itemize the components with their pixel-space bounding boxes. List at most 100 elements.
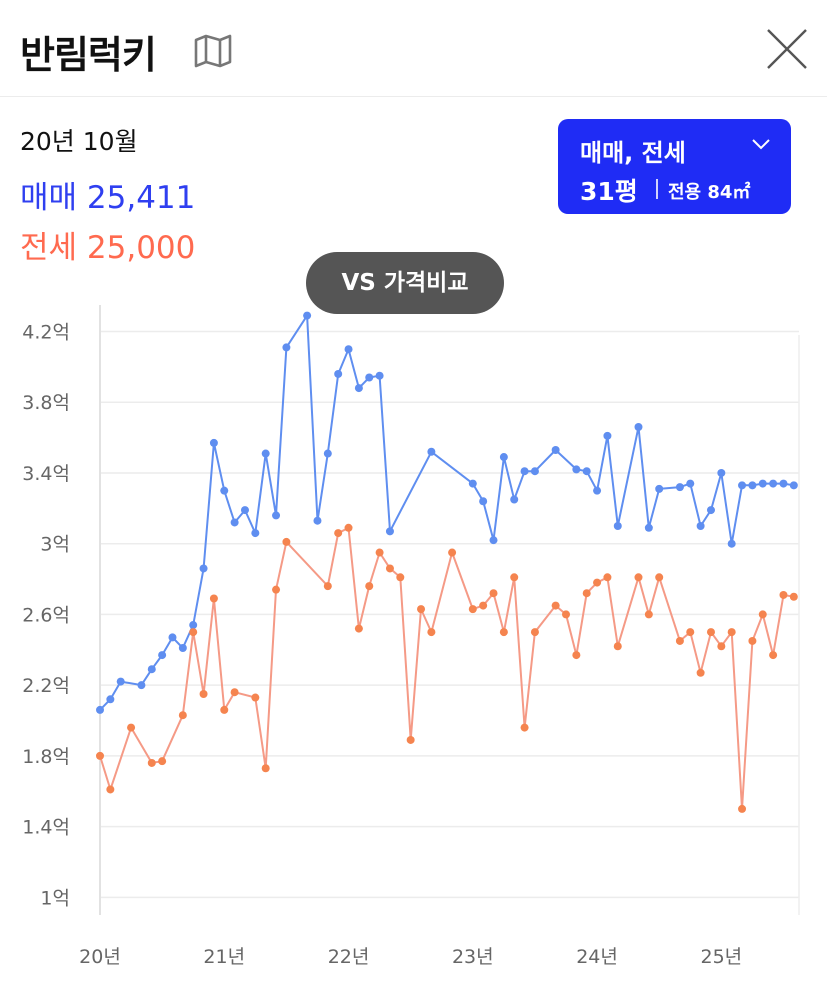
rent-data-point [572, 651, 581, 660]
rent-data-point [406, 735, 415, 744]
sale-data-point [385, 527, 394, 536]
rent-data-point [686, 628, 695, 637]
sale-data-point [613, 522, 622, 531]
sale-data-point [769, 479, 778, 488]
rent-data-point [220, 705, 229, 714]
sale-data-point [675, 483, 684, 492]
rent-data-point [417, 605, 426, 614]
rent-data-point [727, 628, 736, 637]
y-tick-label: 3.8억 [22, 392, 70, 414]
sale-data-point [686, 479, 695, 488]
sale-data-point [427, 447, 436, 456]
sale-data-point [137, 681, 146, 690]
y-tick-label: 1.8억 [22, 746, 70, 768]
y-tick-label: 1.4억 [22, 817, 70, 839]
sale-data-point [582, 467, 591, 476]
rent-data-point [655, 573, 664, 582]
rent-data-point [634, 573, 643, 582]
rent-data-point [365, 582, 374, 591]
rent-data-point [323, 582, 332, 591]
sale-data-point [209, 438, 218, 447]
rent-data-point [261, 764, 270, 773]
rent-data-point [230, 688, 239, 697]
deal-type-size-selector[interactable]: 매매, 전세 31평 전용 84㎡ [558, 119, 791, 214]
sale-data-point [272, 511, 281, 520]
rent-data-point [479, 601, 488, 610]
sale-data-point [365, 373, 374, 382]
sale-label: 매매 [20, 180, 78, 216]
x-tick-label: 22년 [328, 946, 370, 968]
sale-data-point [696, 522, 705, 531]
rent-data-point [717, 642, 726, 651]
rent-data-point [468, 605, 477, 614]
sale-data-point [334, 369, 343, 378]
sale-data-point [189, 621, 198, 630]
sale-data-point [489, 536, 498, 545]
sale-data-point [282, 343, 291, 352]
sale-data-point [530, 467, 539, 476]
sale-data-point [655, 484, 664, 493]
close-icon[interactable] [764, 26, 810, 72]
sale-data-point [313, 516, 322, 525]
sale-data-point [303, 311, 312, 320]
sale-data-point [468, 479, 477, 488]
rent-data-point [613, 642, 622, 651]
sale-price-readout: 매매 25,411 [20, 172, 195, 217]
sale-data-point [158, 651, 167, 660]
sale-data-point [354, 384, 363, 393]
rent-data-point [199, 689, 208, 698]
rent-data-point [158, 757, 167, 766]
rent-data-point [178, 711, 187, 720]
rent-data-point [448, 548, 457, 557]
map-icon[interactable] [193, 34, 233, 68]
rent-data-point [189, 628, 198, 637]
x-tick-label: 20년 [79, 946, 121, 968]
sale-data-point [375, 371, 384, 380]
y-tick-label: 1억 [40, 887, 70, 909]
size-label: 31평 [580, 177, 638, 206]
sale-data-point [199, 564, 208, 573]
rent-data-point [427, 628, 436, 637]
y-tick-label: 2.2억 [22, 675, 70, 697]
deal-type-label: 매매, 전세 [580, 139, 686, 167]
compare-button[interactable]: VS 가격비교 [306, 252, 504, 314]
rent-data-point [344, 523, 353, 532]
sale-data-point [220, 486, 229, 495]
rent-data-point [510, 573, 519, 582]
sale-data-point [499, 453, 508, 462]
sale-series-line [99, 314, 794, 711]
rent-data-point [675, 636, 684, 645]
sale-data-point [789, 481, 798, 490]
rent-data-point [644, 610, 653, 619]
rent-data-point [520, 723, 529, 732]
rent-data-point [396, 573, 405, 582]
rent-data-point [354, 624, 363, 633]
sale-data-point [593, 486, 602, 495]
sale-data-point [634, 423, 643, 431]
y-tick-label: 2.6억 [22, 604, 70, 626]
sale-data-point [147, 665, 156, 674]
sale-data-point [706, 506, 715, 515]
sale-data-point [240, 506, 249, 515]
rent-data-point [603, 573, 612, 582]
sale-data-point [717, 468, 726, 477]
page-title: 반림럭키 [20, 33, 157, 77]
sale-data-point [178, 644, 187, 653]
rent-data-point [96, 751, 104, 760]
sale-data-point [779, 479, 788, 488]
sale-data-point [96, 705, 104, 714]
rent-data-point [489, 589, 498, 598]
sale-data-point [116, 677, 125, 686]
sale-data-point [251, 529, 260, 538]
sale-data-point [572, 465, 581, 474]
price-chart: 1억 1.4억 1.8억 2.2억 2.6억 3억 3.4억 3.8억 4.2억 20년 21년 22… [22, 305, 800, 968]
rent-data-point [209, 594, 218, 603]
rent-data-point [127, 723, 136, 732]
rent-data-point [789, 592, 798, 601]
rent-data-point [385, 564, 394, 573]
rent-data-point [582, 589, 591, 598]
sale-data-point [551, 445, 560, 454]
sale-data-point [479, 497, 488, 506]
sale-data-point [727, 539, 736, 548]
rent-label: 전세 [20, 230, 78, 266]
